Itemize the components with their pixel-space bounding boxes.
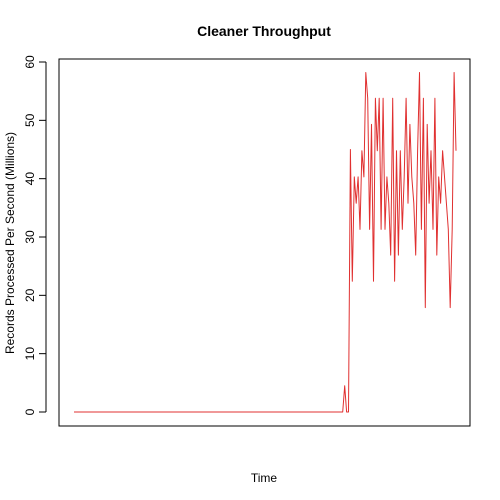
- series-layer: [74, 72, 457, 413]
- y-tick-label: 50: [23, 113, 37, 127]
- y-tick-label: 20: [23, 288, 37, 302]
- y-axis-label: Records Processed Per Second (Millions): [3, 132, 17, 354]
- y-axis: 0 10 20 30 40 50 60: [23, 55, 47, 415]
- y-tick-label: 10: [23, 347, 37, 361]
- plot-frame: [58, 58, 471, 427]
- x-axis-label: Time: [251, 471, 278, 485]
- y-tick-label: 40: [23, 172, 37, 186]
- y-tick-label: 60: [23, 55, 37, 69]
- series-line-0: [74, 72, 457, 413]
- chart-title: Cleaner Throughput: [197, 23, 331, 39]
- y-tick-label: 30: [23, 230, 37, 244]
- y-tick-label: 0: [23, 408, 37, 415]
